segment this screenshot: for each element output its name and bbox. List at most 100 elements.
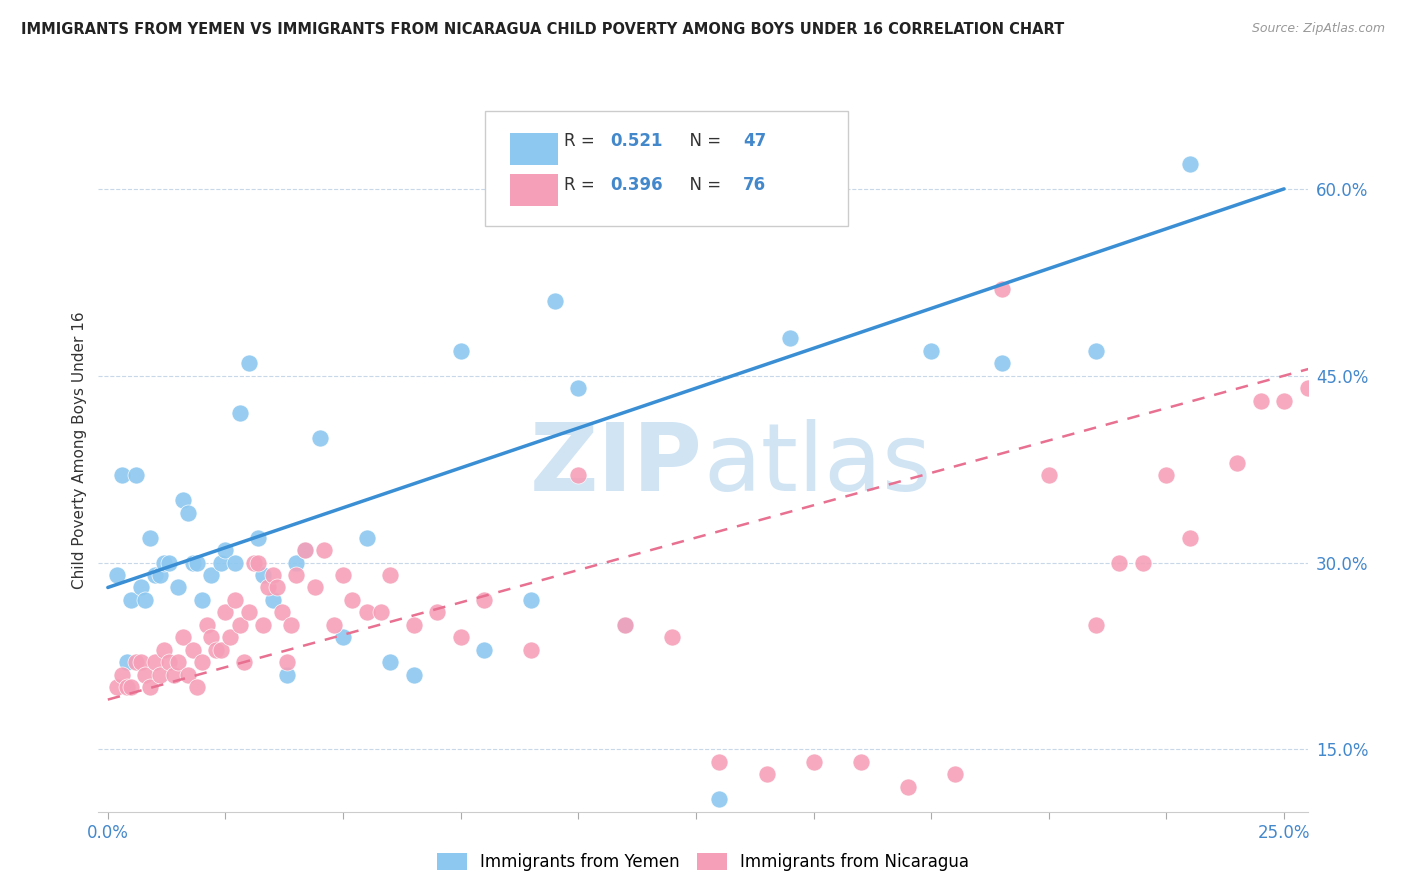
Text: R =: R = <box>564 176 600 194</box>
Point <box>242 556 264 570</box>
Text: 47: 47 <box>742 132 766 150</box>
Point <box>181 642 204 657</box>
Point <box>125 468 148 483</box>
Point <box>402 667 425 681</box>
Point <box>1367 381 1389 395</box>
Point <box>129 581 152 595</box>
Point <box>205 642 228 657</box>
Point <box>186 556 208 570</box>
Point <box>920 343 942 358</box>
Text: N =: N = <box>679 176 725 194</box>
Point <box>614 618 637 632</box>
Point <box>779 331 801 345</box>
Point <box>252 568 274 582</box>
Point <box>755 767 778 781</box>
Point <box>163 667 186 681</box>
Point <box>247 556 270 570</box>
Point <box>308 431 330 445</box>
Point <box>111 667 134 681</box>
Point <box>157 556 180 570</box>
Point <box>1038 468 1060 483</box>
Text: 0.521: 0.521 <box>610 132 662 150</box>
Point <box>1272 393 1295 408</box>
Point <box>256 581 278 595</box>
Point <box>803 755 825 769</box>
FancyBboxPatch shape <box>509 174 558 206</box>
Point <box>1343 381 1365 395</box>
Point <box>1108 556 1130 570</box>
Point <box>149 667 172 681</box>
Point <box>139 680 162 694</box>
Point <box>709 755 731 769</box>
Point <box>252 618 274 632</box>
Point <box>134 593 156 607</box>
Point <box>1320 381 1343 395</box>
Point <box>294 543 316 558</box>
Point <box>332 630 354 644</box>
Point <box>1084 343 1107 358</box>
Point <box>186 680 208 694</box>
Point <box>157 655 180 669</box>
Point <box>177 506 200 520</box>
Point <box>214 543 236 558</box>
Point <box>276 667 298 681</box>
Point <box>209 642 232 657</box>
Point <box>849 755 872 769</box>
Point <box>214 606 236 620</box>
Point <box>262 568 284 582</box>
Point <box>450 343 472 358</box>
Point <box>177 667 200 681</box>
Point <box>167 655 190 669</box>
Point <box>304 581 326 595</box>
Point <box>139 531 162 545</box>
Point <box>153 556 176 570</box>
Point <box>990 281 1012 295</box>
Point <box>661 630 683 644</box>
Text: N =: N = <box>679 132 725 150</box>
Point <box>370 606 392 620</box>
Point <box>520 642 543 657</box>
Point <box>356 531 378 545</box>
Point <box>378 568 401 582</box>
Point <box>450 630 472 644</box>
Point <box>143 655 166 669</box>
Point <box>472 642 495 657</box>
Point <box>1226 456 1249 470</box>
Point <box>262 593 284 607</box>
Point <box>990 356 1012 370</box>
Point <box>195 618 218 632</box>
Point <box>472 593 495 607</box>
Point <box>276 655 298 669</box>
Point <box>266 581 288 595</box>
Point <box>271 606 294 620</box>
Point <box>247 531 270 545</box>
Point <box>544 293 567 308</box>
Point <box>238 606 260 620</box>
Point <box>153 642 176 657</box>
Legend: Immigrants from Yemen, Immigrants from Nicaragua: Immigrants from Yemen, Immigrants from N… <box>429 845 977 880</box>
Point <box>209 556 232 570</box>
Point <box>115 680 138 694</box>
Point <box>191 593 214 607</box>
Point <box>120 680 142 694</box>
Text: 0.396: 0.396 <box>610 176 662 194</box>
Point <box>120 593 142 607</box>
Point <box>228 406 250 420</box>
Point <box>280 618 302 632</box>
Point <box>134 667 156 681</box>
Text: R =: R = <box>564 132 600 150</box>
Point <box>233 655 256 669</box>
Point <box>1296 381 1319 395</box>
Text: atlas: atlas <box>703 419 931 511</box>
Point <box>567 468 589 483</box>
Point <box>378 655 401 669</box>
Text: Source: ZipAtlas.com: Source: ZipAtlas.com <box>1251 22 1385 36</box>
Point <box>228 618 250 632</box>
Point <box>314 543 336 558</box>
Point <box>115 655 138 669</box>
Point <box>125 655 148 669</box>
Point <box>567 381 589 395</box>
Point <box>332 568 354 582</box>
Y-axis label: Child Poverty Among Boys Under 16: Child Poverty Among Boys Under 16 <box>72 311 87 590</box>
Point <box>143 568 166 582</box>
